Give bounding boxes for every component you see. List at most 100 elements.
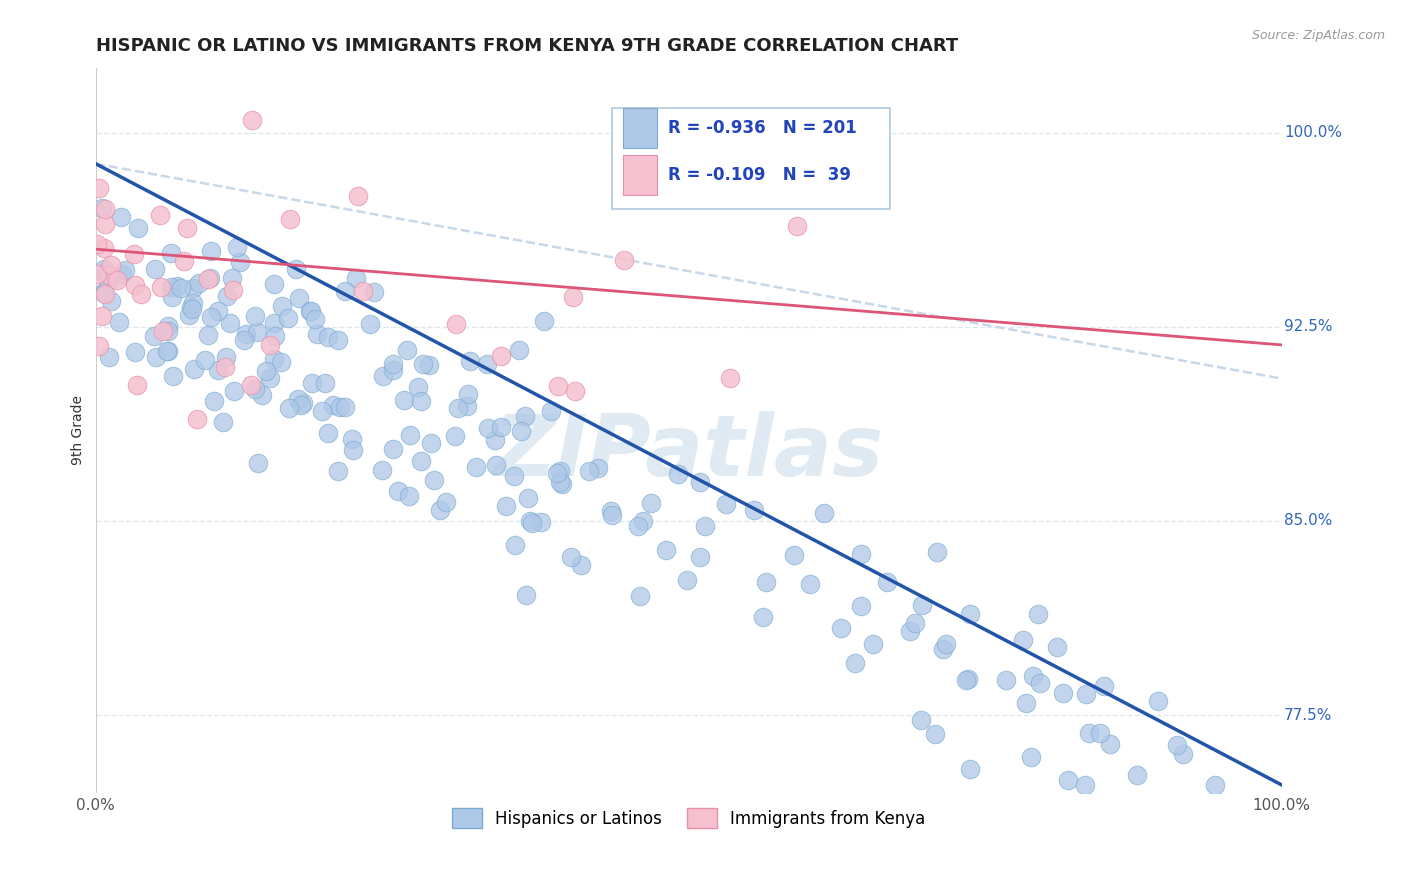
Point	[508, 343, 530, 357]
Point	[957, 672, 980, 686]
Point	[344, 270, 367, 285]
Point	[517, 491, 540, 505]
Point	[412, 357, 434, 371]
Point	[1028, 607, 1050, 622]
Point	[314, 376, 336, 390]
Y-axis label: 9th Grade: 9th Grade	[72, 395, 86, 466]
Point	[263, 316, 285, 330]
Point	[429, 502, 451, 516]
Point	[122, 246, 145, 260]
Point	[149, 279, 172, 293]
Text: R = -0.109   N =  39: R = -0.109 N = 39	[668, 166, 852, 185]
Point	[505, 538, 527, 552]
Point	[292, 396, 315, 410]
Point	[475, 357, 498, 371]
Point	[322, 399, 344, 413]
Point	[411, 453, 433, 467]
Text: 92.5%: 92.5%	[1284, 319, 1333, 334]
Point	[94, 265, 117, 279]
Point	[183, 361, 205, 376]
Point	[93, 285, 115, 300]
Point	[898, 624, 921, 638]
Point	[87, 338, 110, 352]
Point	[342, 432, 364, 446]
Point	[91, 201, 114, 215]
Point	[849, 547, 872, 561]
Point	[93, 241, 115, 255]
Point	[443, 429, 465, 443]
Point	[456, 399, 478, 413]
Point	[200, 310, 222, 324]
Point	[422, 473, 444, 487]
Point	[100, 293, 122, 308]
Point	[221, 270, 243, 285]
Point	[371, 462, 394, 476]
Point	[627, 519, 650, 533]
Point	[219, 316, 242, 330]
Point	[215, 350, 238, 364]
Point	[1022, 669, 1045, 683]
Point	[675, 573, 697, 587]
Point	[187, 277, 209, 291]
Point	[666, 467, 689, 481]
Point	[149, 208, 172, 222]
Point	[689, 550, 711, 565]
Point	[959, 607, 981, 622]
Point	[851, 599, 873, 614]
Point	[876, 574, 898, 589]
Point	[751, 610, 773, 624]
Point	[233, 333, 256, 347]
Point	[1166, 738, 1188, 752]
Point	[181, 301, 204, 316]
Point	[457, 387, 479, 401]
Point	[447, 401, 470, 415]
Point	[254, 364, 277, 378]
Point	[250, 388, 273, 402]
Point	[387, 484, 409, 499]
Point	[1014, 697, 1036, 711]
Point	[1019, 750, 1042, 764]
Point	[935, 637, 957, 651]
Point	[180, 301, 202, 315]
Point	[718, 371, 741, 385]
Point	[110, 210, 132, 224]
Point	[86, 267, 108, 281]
Point	[352, 284, 374, 298]
Point	[246, 325, 269, 339]
Point	[419, 435, 441, 450]
Point	[276, 310, 298, 325]
Point	[600, 508, 623, 522]
FancyBboxPatch shape	[623, 155, 657, 194]
Point	[904, 616, 927, 631]
Point	[548, 475, 571, 489]
Point	[245, 310, 267, 324]
Point	[551, 477, 574, 491]
Point	[342, 443, 364, 458]
Point	[316, 425, 339, 440]
Point	[786, 219, 808, 233]
Point	[125, 378, 148, 392]
Point	[111, 267, 134, 281]
Point	[395, 343, 418, 357]
Point	[173, 254, 195, 268]
Text: R = -0.936   N = 201: R = -0.936 N = 201	[668, 120, 858, 137]
Point	[1028, 675, 1050, 690]
Point	[270, 354, 292, 368]
Point	[285, 262, 308, 277]
Point	[288, 291, 311, 305]
Point	[434, 494, 457, 508]
Point	[519, 514, 541, 528]
Point	[613, 253, 636, 268]
Point	[489, 420, 512, 434]
Point	[145, 350, 167, 364]
Point	[197, 272, 219, 286]
Point	[813, 506, 835, 520]
Text: 77.5%: 77.5%	[1284, 707, 1333, 723]
Point	[222, 384, 245, 399]
Point	[465, 459, 488, 474]
Point	[520, 516, 543, 530]
Text: ZIPatlas: ZIPatlas	[494, 410, 884, 493]
Point	[311, 404, 333, 418]
Point	[633, 514, 655, 528]
Point	[160, 280, 183, 294]
